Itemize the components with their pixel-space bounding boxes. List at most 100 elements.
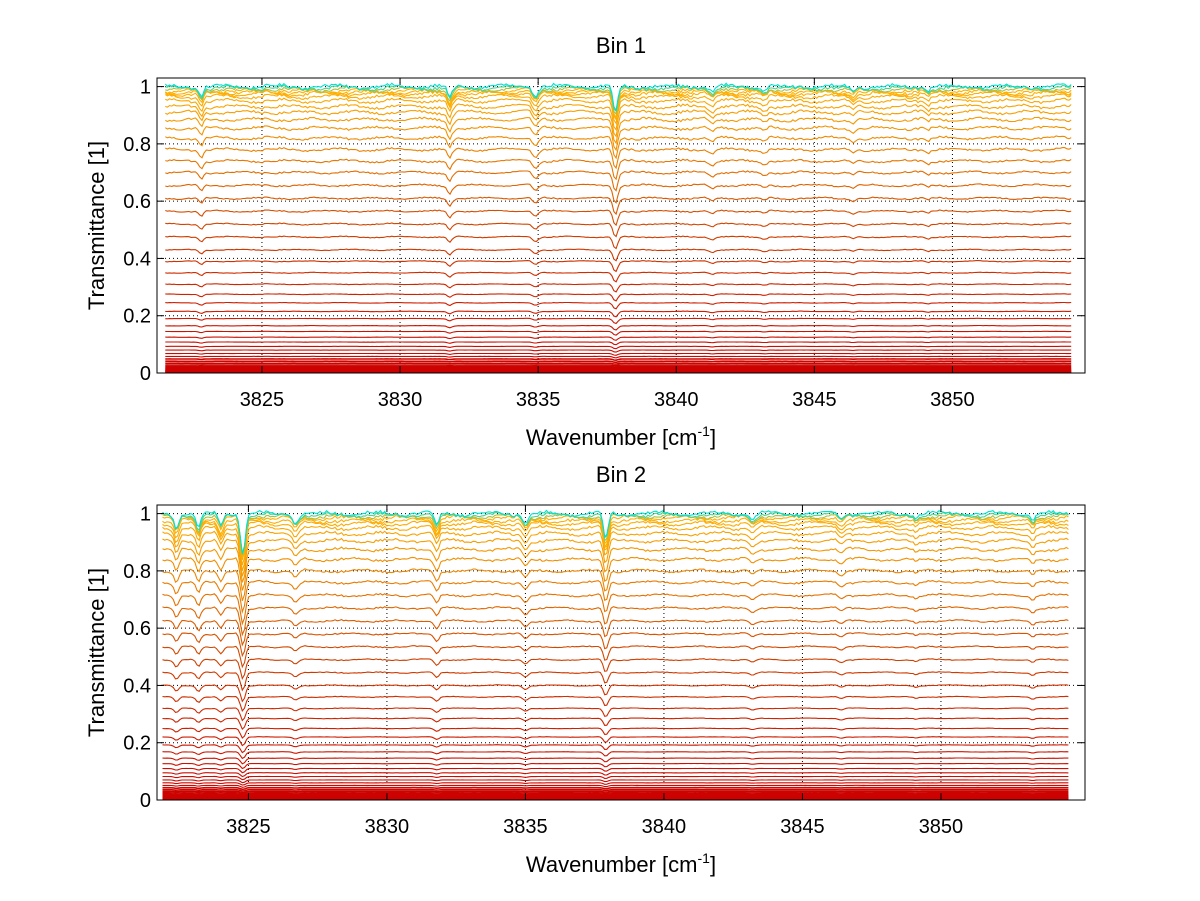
series-line <box>162 757 1069 765</box>
series-line <box>162 794 1069 797</box>
series-group <box>164 82 1072 374</box>
series-line <box>162 736 1069 747</box>
series-line <box>162 579 1069 614</box>
series-line <box>162 795 1069 798</box>
series-line <box>165 301 1072 310</box>
series-line <box>162 744 1069 754</box>
series-line <box>162 520 1069 560</box>
series-line <box>162 530 1069 571</box>
y-tick-label: 0 <box>140 363 151 385</box>
series-line <box>165 116 1072 145</box>
series-line <box>165 260 1072 273</box>
series-line <box>162 524 1069 566</box>
series-line <box>165 283 1072 293</box>
series-line <box>165 330 1072 336</box>
series-line <box>165 248 1072 262</box>
series-line <box>165 293 1072 302</box>
series-line <box>162 556 1069 591</box>
series-line <box>162 786 1069 791</box>
y-tick-label: 0.6 <box>123 618 151 640</box>
series-line <box>165 366 1072 369</box>
series-line <box>162 788 1069 792</box>
series-line <box>162 684 1069 703</box>
y-tick-label: 1 <box>140 504 151 526</box>
series-line <box>162 645 1069 669</box>
x-tick-label: 3850 <box>930 389 975 411</box>
x-tick-label: 3830 <box>378 389 423 411</box>
series-line <box>162 793 1069 796</box>
series-line <box>165 365 1072 368</box>
x-tick-label: 3835 <box>516 389 561 411</box>
y-tick-label: 0.2 <box>123 733 151 755</box>
series-line <box>162 751 1069 760</box>
series-line <box>162 772 1069 778</box>
series-line <box>165 360 1072 364</box>
chart-bin-1: Bin 1 3825 3830 3835 3840 3845 3850 0 0.2 0.4 0.6… <box>84 33 1086 450</box>
series-line <box>162 592 1069 626</box>
x-axis-label: Wavenumber [cm-1] <box>526 850 716 877</box>
x-tick-label: 3850 <box>919 816 964 838</box>
series-line <box>162 605 1069 637</box>
series-line <box>165 146 1072 170</box>
series-line <box>162 717 1069 731</box>
x-axis-label: Wavenumber [cm-1] <box>526 423 716 450</box>
series-line <box>165 196 1072 216</box>
y-tick-label: 0.8 <box>123 561 151 583</box>
y-tick-label: 1 <box>140 77 151 99</box>
x-tick-label: 3840 <box>654 389 699 411</box>
series-line <box>165 209 1072 227</box>
y-tick-label: 0.4 <box>123 248 151 270</box>
x-tick-label: 3845 <box>780 816 825 838</box>
series-line <box>165 109 1072 138</box>
series-line <box>165 358 1072 362</box>
chart-title: Bin 2 <box>596 462 646 487</box>
x-tick-label: 3830 <box>365 816 410 838</box>
series-line <box>162 782 1069 786</box>
y-axis-label: Transmittance [1] <box>84 141 109 310</box>
x-tick-label: 3845 <box>792 389 837 411</box>
series-line <box>162 784 1069 788</box>
series-line <box>165 97 1072 125</box>
series-line <box>165 345 1072 350</box>
series-line <box>165 364 1072 367</box>
y-tick-label: 0.4 <box>123 675 151 697</box>
series-line <box>162 546 1069 583</box>
series-line <box>165 271 1072 283</box>
series-line <box>162 695 1069 713</box>
ticks: 3825 3830 3835 3840 3845 3850 0 0.2 0.4 0.6 0.8 1 <box>123 504 1085 838</box>
series-line <box>165 310 1072 318</box>
series-line <box>162 762 1069 770</box>
series-line <box>162 512 1069 556</box>
x-tick-label: 3825 <box>226 816 271 838</box>
series-line <box>165 341 1072 346</box>
series-line <box>162 779 1069 784</box>
series-line <box>165 352 1072 356</box>
series-line <box>162 568 1069 601</box>
y-tick-label: 0.8 <box>123 134 151 156</box>
series-line <box>165 336 1072 341</box>
series-line <box>162 775 1069 781</box>
series-line <box>165 317 1072 325</box>
chart-title: Bin 1 <box>596 33 646 58</box>
series-line <box>165 324 1072 331</box>
series-line <box>162 537 1069 577</box>
series-line <box>162 618 1069 647</box>
x-tick-label: 3835 <box>503 816 548 838</box>
x-tick-label: 3840 <box>642 816 687 838</box>
series-line <box>162 658 1069 680</box>
series-line <box>165 235 1072 250</box>
series-line <box>165 170 1072 192</box>
series-line <box>165 222 1072 238</box>
series-line <box>164 82 1072 113</box>
series-line <box>162 707 1069 722</box>
series-line <box>162 727 1069 739</box>
series-line <box>162 516 1069 557</box>
ticks: 3825 3830 3835 3840 3845 3850 0 0.2 0.4 0.6 0.8 1 <box>123 77 1085 411</box>
series-line <box>165 349 1072 353</box>
y-tick-label: 0.6 <box>123 191 151 213</box>
series-line <box>162 509 1069 554</box>
series-line <box>162 791 1069 795</box>
y-axis-label: Transmittance [1] <box>84 568 109 737</box>
y-tick-label: 0 <box>140 790 151 812</box>
